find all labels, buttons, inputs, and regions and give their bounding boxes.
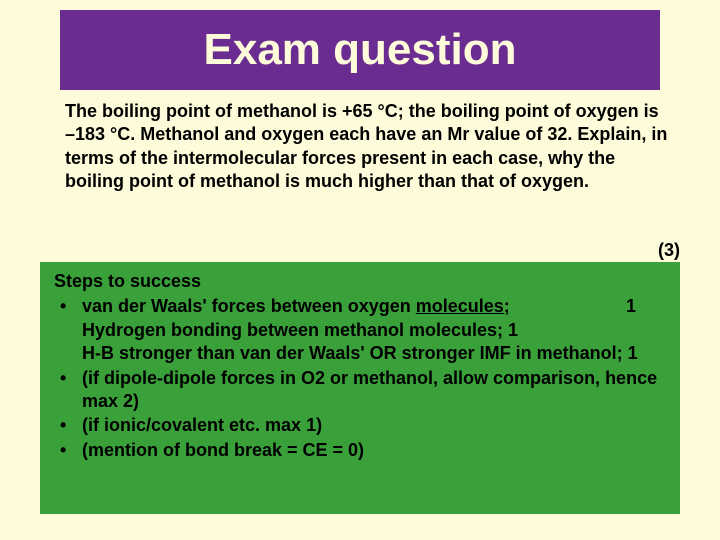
list-item: (mention of bond break = CE = 0) [54,439,666,462]
item0-line1-pre: van der Waals' forces between oxygen [82,296,416,316]
list-item: (if ionic/covalent etc. max 1) [54,414,666,437]
item2-text: (if ionic/covalent etc. max 1) [82,415,322,435]
list-item: van der Waals' forces between oxygen mol… [54,295,666,365]
item3-text: (mention of bond break = CE = 0) [82,440,364,460]
question-text: The boiling point of methanol is +65 °C;… [65,100,670,194]
item0-line1-mark: 1 [626,295,636,318]
item1-text: (if dipole-dipole forces in O2 or methan… [82,368,657,411]
answer-list: van der Waals' forces between oxygen mol… [54,295,666,462]
title-box: Exam question [60,10,660,90]
item0-line2: Hydrogen bonding between methanol molecu… [82,320,518,340]
list-item: (if dipole-dipole forces in O2 or methan… [54,367,666,414]
answer-heading: Steps to success [54,270,666,293]
item0-line3: H-B stronger than van der Waals' OR stro… [82,343,638,363]
slide-title: Exam question [204,25,517,75]
marks-label: (3) [658,240,680,261]
item0-line1-underlined: molecules; [416,296,510,316]
answer-box: Steps to success van der Waals' forces b… [40,262,680,514]
